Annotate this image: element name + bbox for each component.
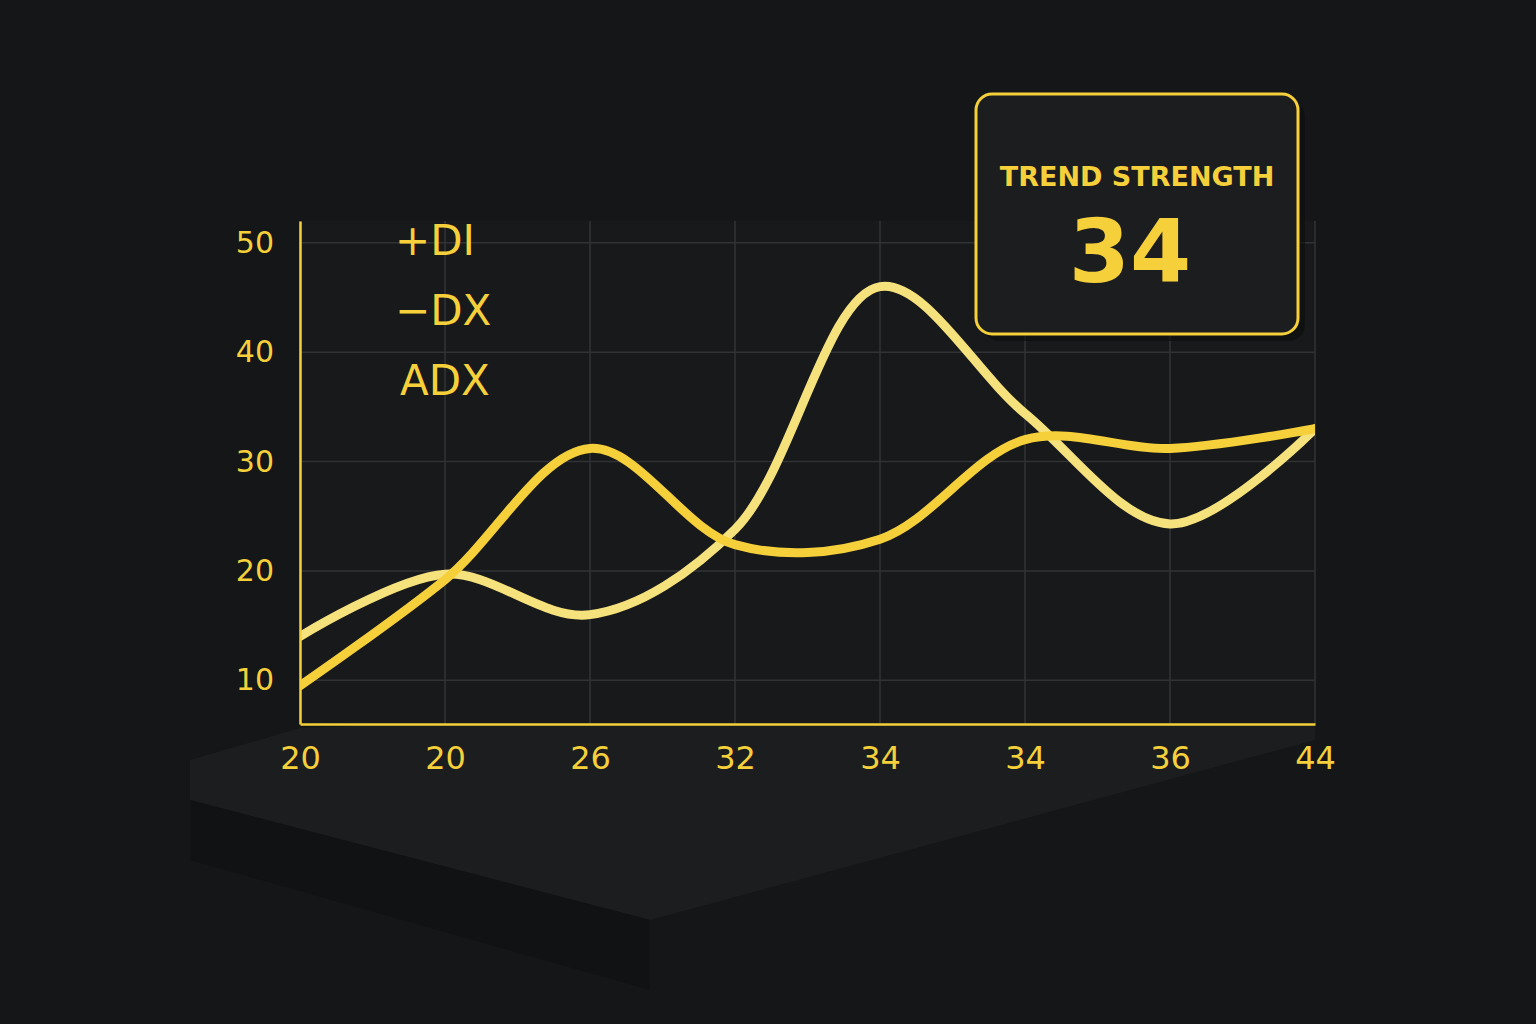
tick-label: 50	[236, 225, 274, 260]
x-axis: 20 20 26 32 34 34 36 44	[280, 724, 1336, 777]
axis-line	[299, 222, 302, 725]
legend-label: −DX	[395, 286, 491, 335]
tick-label: 30	[236, 444, 274, 479]
tick: 30	[236, 444, 300, 479]
tick: 40	[236, 334, 300, 369]
grid-line	[299, 221, 301, 724]
legend: +DI −DX	[395, 216, 491, 335]
tick-label: 10	[236, 662, 274, 697]
grid-line	[300, 680, 1315, 682]
chart: 10 20 30 40 50 20 20 26 32 34 34 36 44 +DI −DX ADX TREND…	[0, 0, 1536, 1024]
y-axis: 10 20 30 40 50	[236, 222, 301, 725]
tick: 10	[236, 662, 300, 697]
tick-label: 20	[236, 553, 274, 588]
tick: 36	[1150, 724, 1191, 777]
tick: 50	[236, 225, 300, 260]
grid-line	[300, 461, 1315, 463]
series-line	[300, 429, 1315, 686]
callout-value: 34	[1069, 200, 1191, 303]
tick-label: 26	[570, 739, 611, 777]
lines	[300, 286, 1315, 685]
legend-label: +DI	[395, 216, 475, 265]
tick-label: 34	[860, 739, 901, 777]
background	[0, 0, 1536, 1024]
grid-line	[879, 221, 881, 724]
callout-title: TREND STRENGTH	[1000, 161, 1274, 192]
tick: 44	[1295, 724, 1336, 777]
tick-label: 34	[1005, 739, 1046, 777]
callout-box	[976, 94, 1298, 334]
annotation: ADX	[400, 356, 490, 405]
callout: TREND STRENGTH 34	[976, 94, 1305, 341]
tick: 20	[280, 724, 321, 777]
tick: 20	[236, 553, 300, 588]
tick-label: 44	[1295, 739, 1336, 777]
tick: 20	[425, 724, 466, 777]
grid-line	[1314, 221, 1316, 724]
tick-label: 20	[425, 739, 466, 777]
grid-line	[589, 221, 591, 724]
tick: 34	[860, 724, 901, 777]
tick: 32	[715, 724, 756, 777]
axis-line	[301, 723, 1316, 726]
tick: 34	[1005, 724, 1046, 777]
tick-label: 40	[236, 334, 274, 369]
tick-label: 20	[280, 739, 321, 777]
tick-label: 36	[1150, 739, 1191, 777]
tick-label: 32	[715, 739, 756, 777]
tick: 26	[570, 724, 611, 777]
grid-line	[734, 221, 736, 724]
grid-line	[300, 351, 1315, 353]
base-slab	[190, 800, 650, 990]
